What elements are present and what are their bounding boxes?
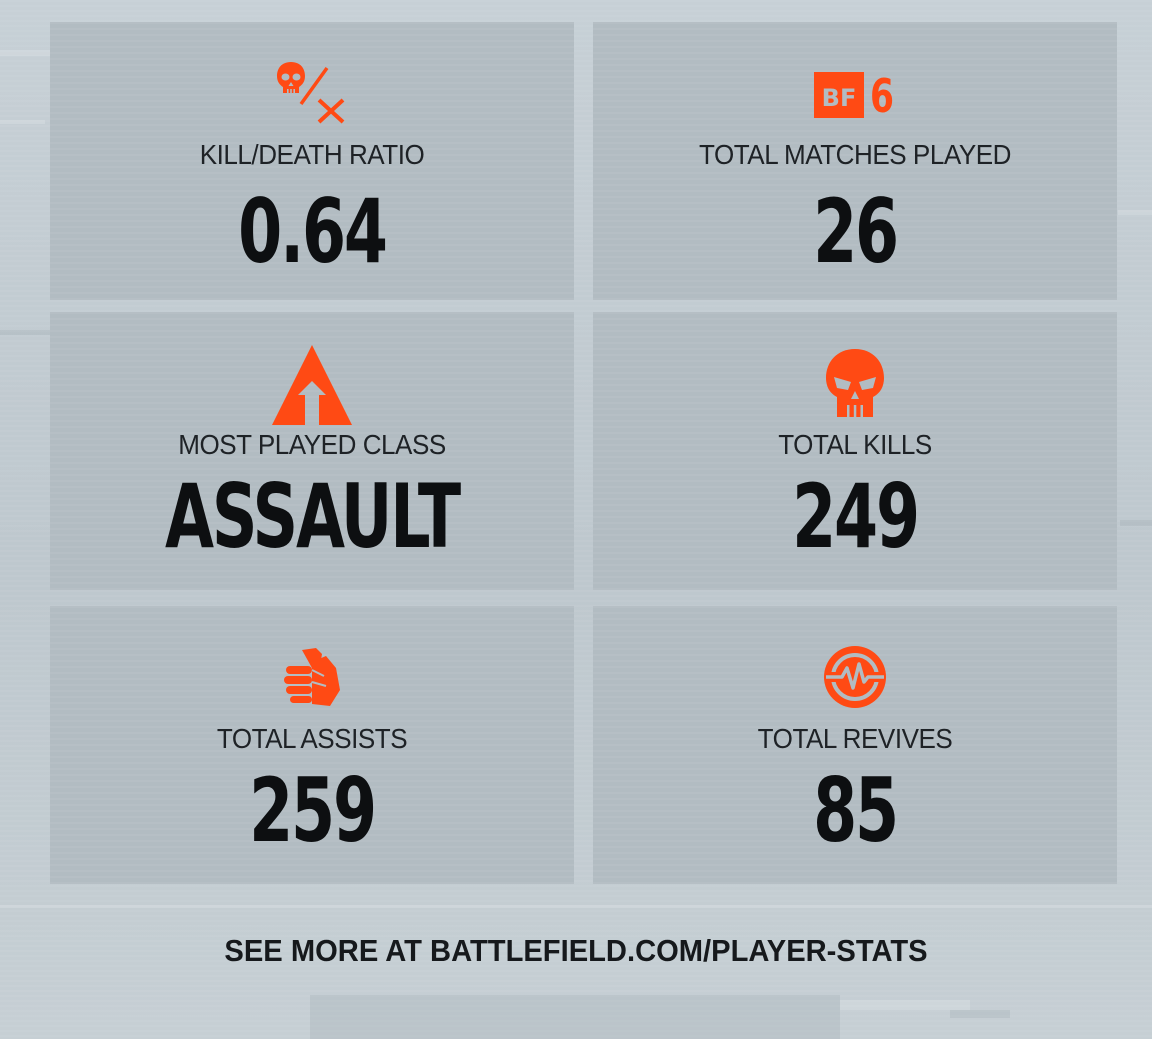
background-streak — [0, 330, 50, 335]
stat-card-kill-death-ratio: KILL/DEATH RATIO 0.64 — [50, 22, 574, 300]
stat-value: 26 — [813, 180, 899, 283]
background-streak — [840, 1000, 970, 1010]
skull-icon — [593, 349, 1117, 417]
background-streak — [950, 1010, 1010, 1018]
stat-value: 259 — [249, 759, 377, 862]
background-streak — [0, 120, 45, 124]
skull-ratio-icon — [50, 60, 574, 126]
assault-class-icon — [50, 345, 574, 425]
stat-label: TOTAL ASSISTS — [216, 723, 408, 754]
stat-card-total-assists: TOTAL ASSISTS 259 — [50, 606, 574, 884]
stat-label: MOST PLAYED CLASS — [178, 429, 446, 460]
stat-card-total-kills: TOTAL KILLS 249 — [593, 312, 1117, 590]
background-streak — [0, 905, 1152, 908]
stat-card-total-revives: TOTAL REVIVES 85 — [593, 606, 1117, 884]
bf6-logo-number: 6 — [870, 70, 894, 120]
stat-value: ASSAULT — [165, 465, 461, 568]
stat-card-total-matches: BF 6 TOTAL MATCHES PLAYED 26 — [593, 22, 1117, 300]
stat-label: KILL/DEATH RATIO — [199, 139, 425, 170]
stat-label: TOTAL KILLS — [778, 429, 932, 460]
background-streak — [1120, 520, 1152, 526]
bf6-logo-badge-text: BF — [822, 84, 857, 112]
stat-value: 0.64 — [238, 180, 388, 283]
background-streak — [0, 50, 60, 56]
footer-link-text: SEE MORE AT BATTLEFIELD.COM/PLAYER-STATS — [224, 933, 928, 968]
background-streak — [1118, 210, 1152, 215]
background-streak — [310, 995, 840, 1039]
revive-pulse-icon — [593, 644, 1117, 710]
stat-value: 85 — [813, 759, 899, 862]
stat-value: 249 — [792, 465, 920, 568]
stat-card-most-played-class: MOST PLAYED CLASS ASSAULT — [50, 312, 574, 590]
stat-label: TOTAL REVIVES — [757, 723, 953, 754]
stat-label: TOTAL MATCHES PLAYED — [699, 139, 1011, 170]
handshake-icon — [50, 646, 574, 710]
bf6-logo-icon: BF 6 — [593, 70, 1117, 120]
